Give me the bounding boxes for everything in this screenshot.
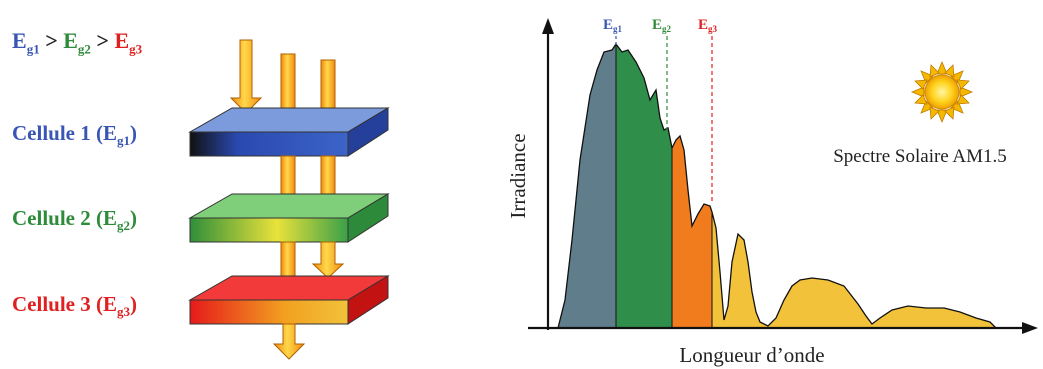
eg2-marker-label: Eg2 — [652, 17, 672, 34]
spectrum-region-1 — [558, 44, 616, 328]
spectrum-region-3 — [672, 136, 712, 328]
eg2-symbol: Eg2 — [63, 28, 91, 57]
cell-1-label: Cellule 1 (Eg1) — [12, 121, 137, 149]
arrow-shaft — [280, 53, 296, 115]
incident-light-arrows — [229, 39, 336, 117]
cell-3-label: Cellule 3 (Eg3) — [12, 292, 137, 320]
cell-3-plate — [188, 275, 390, 325]
arrow-down-icon — [311, 241, 345, 279]
eg1-marker-label: Eg1 — [603, 17, 623, 34]
sun-icon — [910, 60, 974, 124]
transmitted-light-arrows-1 — [280, 155, 336, 197]
spectrum-region-4 — [712, 212, 996, 328]
spectrum-label: Spectre Solaire AM1.5 — [833, 146, 1007, 167]
cell-1-plate — [188, 107, 390, 157]
cell-2-label: Cellule 2 (Eg2) — [12, 206, 137, 234]
bandgap-inequality: Eg1 > Eg2 > Eg3 — [12, 28, 142, 57]
eg3-symbol: Eg3 — [114, 28, 143, 57]
gt-sign-2: > — [90, 28, 115, 53]
arrow-down-icon — [229, 39, 263, 114]
spectrum-curve — [557, 42, 997, 329]
cell-2-plate — [188, 193, 390, 243]
y-axis-label: Irradiance — [506, 133, 530, 218]
x-axis-label: Longueur d’onde — [679, 343, 824, 367]
arrow-down-icon — [272, 323, 306, 360]
spectrum-chart: Eg1 Eg2 Eg3 Irradiance Longueur d’onde S… — [506, 17, 1038, 367]
spectrum-region-2 — [616, 44, 672, 328]
transmitted-light-arrows-2 — [280, 241, 345, 279]
eg1-symbol: Eg1 — [12, 28, 40, 57]
gt-sign-1: > — [39, 28, 64, 53]
eg3-marker-label: Eg3 — [698, 17, 718, 34]
y-axis-arrowhead — [542, 18, 554, 34]
x-axis-arrowhead — [1022, 322, 1038, 334]
